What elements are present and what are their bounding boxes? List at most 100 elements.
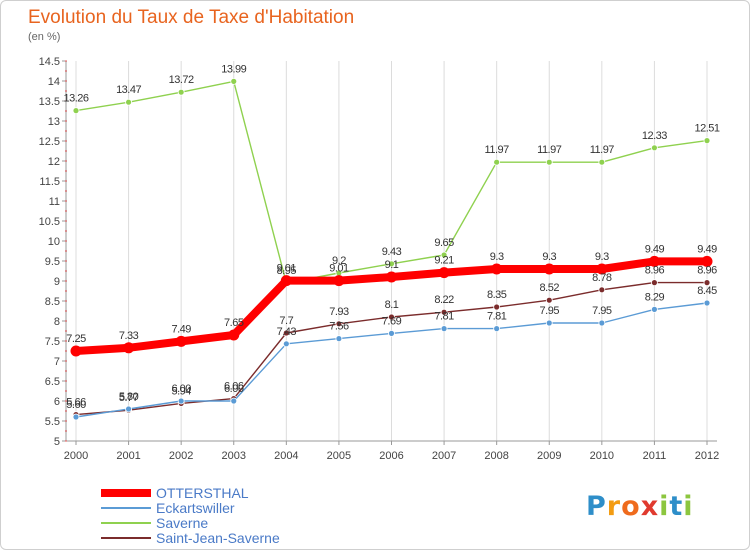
y-tick-label: 6.5 [45, 376, 60, 388]
y-tick-label: 7.5 [45, 336, 60, 348]
y-tick-label: 7 [54, 356, 60, 368]
data-point [282, 340, 290, 348]
data-point [491, 263, 503, 275]
data-label: 7.25 [66, 333, 86, 345]
data-point [282, 329, 290, 337]
series-lines [70, 78, 713, 421]
y-tick-label: 10.5 [39, 216, 60, 228]
data-point [598, 286, 606, 294]
x-tick-label: 2012 [695, 450, 719, 462]
data-point [333, 275, 345, 287]
data-point [703, 137, 711, 145]
y-tick-label: 12 [48, 156, 60, 168]
data-point [703, 279, 711, 287]
y-tick-label: 14.5 [39, 56, 60, 68]
data-label: 7.95 [592, 305, 612, 317]
data-label: 7.81 [434, 311, 454, 323]
y-tick-label: 12.5 [39, 136, 60, 148]
data-label: 12.33 [642, 130, 667, 142]
logo-letter: o [621, 491, 641, 522]
data-label: 11.97 [590, 144, 615, 156]
data-label: 9.01 [277, 263, 297, 275]
data-label: 8.96 [645, 265, 665, 277]
data-label: 9.2 [332, 255, 346, 267]
data-label: 11.97 [537, 144, 562, 156]
data-label: 8.29 [645, 291, 665, 303]
data-label: 7.93 [329, 306, 349, 318]
data-label: 8.35 [487, 289, 507, 301]
data-point [703, 299, 711, 307]
data-point [545, 319, 553, 327]
legend-label: Saverne [156, 515, 208, 531]
data-point [280, 275, 292, 287]
logo-letter: r [606, 491, 622, 522]
logo-letter: i [659, 491, 670, 522]
legend-label: Eckartswiller [156, 500, 235, 516]
x-tick-label: 2009 [537, 450, 561, 462]
data-point [440, 325, 448, 333]
data-label: 5.77 [119, 392, 139, 404]
data-label: 6.00 [171, 383, 191, 395]
data-point [177, 397, 185, 405]
data-label: 9.01 [329, 263, 349, 275]
data-point [175, 335, 187, 347]
x-tick-label: 2005 [327, 450, 351, 462]
y-tick-label: 9.5 [45, 256, 60, 268]
proxiti-logo: Proxiti [586, 491, 694, 522]
data-label: 8.96 [697, 265, 717, 277]
data-label: 9.21 [434, 255, 454, 267]
x-tick-label: 2011 [643, 450, 667, 462]
data-labels: 7.25 7.33 7.49 7.65 9.01 9.01 9.1 9.21 9.3 9.3 9.3… [63, 63, 720, 411]
data-label: 9.3 [542, 251, 556, 263]
x-tick-label: 2007 [432, 450, 456, 462]
y-tick-label: 5.5 [45, 416, 60, 428]
data-label: 8.52 [540, 282, 560, 294]
x-tick-label: 2001 [116, 450, 140, 462]
data-point [438, 267, 450, 279]
data-label: 5.60 [66, 399, 86, 411]
x-tick-label: 2010 [590, 450, 614, 462]
data-label: 13.47 [116, 84, 141, 96]
data-point [230, 397, 238, 405]
data-label: 9.43 [382, 246, 402, 258]
legend-label: OTTERSTHAL [156, 485, 249, 501]
legend: OTTERSTHALEckartswillerSaverneSaint-Jean… [101, 485, 280, 546]
y-tick-label: 9 [54, 276, 60, 288]
data-point [648, 255, 660, 267]
data-label: 7.7 [279, 315, 293, 327]
data-label: 8.1 [385, 299, 399, 311]
data-label: 11.97 [485, 144, 510, 156]
data-label: 9.65 [434, 237, 454, 249]
data-point [70, 345, 82, 357]
x-tick-label: 2008 [484, 450, 508, 462]
data-point [388, 313, 395, 321]
data-label: 7.56 [329, 321, 349, 333]
logo-letter: t [669, 491, 684, 522]
data-label: 7.43 [277, 326, 297, 338]
data-point [493, 303, 501, 311]
y-tick-label: 5 [54, 436, 60, 448]
data-point [440, 251, 448, 259]
y-tick-label: 6 [54, 396, 60, 408]
data-point [228, 329, 240, 341]
data-label: 5.66 [66, 397, 86, 409]
x-tick-label: 2000 [64, 450, 88, 462]
data-label: 5.80 [119, 391, 139, 403]
data-point [651, 305, 658, 313]
x-tick-label: 2004 [274, 450, 298, 462]
x-tick-label: 2002 [169, 450, 193, 462]
data-point [335, 335, 343, 343]
data-point [493, 325, 501, 333]
data-point [596, 263, 608, 275]
data-label: 7.81 [487, 311, 507, 323]
logo-letter: x [640, 491, 660, 522]
data-label: 7.65 [224, 317, 244, 329]
data-label: 9.49 [697, 243, 717, 255]
gridlines [75, 61, 708, 441]
y-tick-label: 11 [49, 196, 60, 208]
data-point [545, 296, 553, 304]
data-point [123, 342, 135, 354]
data-point [386, 271, 397, 283]
